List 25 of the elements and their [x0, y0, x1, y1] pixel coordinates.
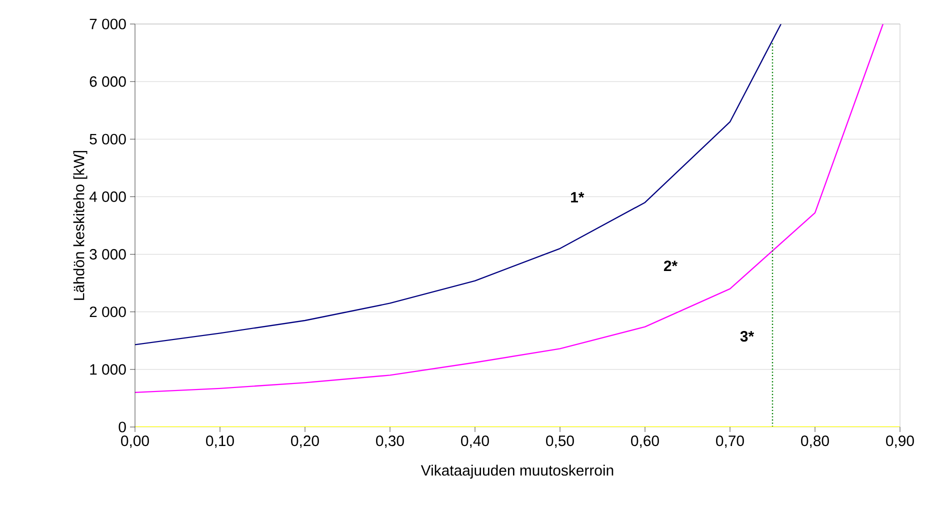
x-tick-label: 0,80 — [801, 436, 829, 448]
x-tick-label: 0,70 — [716, 436, 744, 448]
line-series — [135, 24, 884, 394]
x-axis-title: Vikataajuuden muutoskerroin — [420, 464, 614, 479]
y-tick-label: 3 000 — [90, 248, 126, 260]
x-tick-label: 0,60 — [631, 436, 659, 448]
y-tick-label: 6 000 — [90, 76, 126, 87]
line-series — [135, 24, 782, 346]
x-tick-label: 0,50 — [546, 436, 574, 448]
x-tick-label: 0,90 — [886, 436, 914, 448]
y-tick-label: 2 000 — [90, 306, 126, 318]
y-tick-label: 1 000 — [90, 364, 126, 375]
annotation: 1* — [571, 192, 584, 202]
y-tick-label: 4 000 — [89, 191, 126, 202]
annotation: 3* — [740, 331, 754, 342]
y-tick-label: 5 000 — [90, 134, 126, 144]
y-tick-label: 0 — [118, 422, 126, 432]
x-tick-label: 0,20 — [291, 436, 319, 448]
x-tick-label: 0,10 — [206, 436, 234, 448]
x-tick-label: 0,30 — [376, 436, 404, 448]
annotation: 2* — [664, 260, 678, 272]
y-tick-label: 7 000 — [90, 18, 126, 30]
x-tick-label: 0,00 — [121, 436, 149, 448]
y-axis-title: Lähdön keskiteho [kW] — [73, 151, 88, 300]
x-tick-label: 0,40 — [461, 436, 489, 448]
